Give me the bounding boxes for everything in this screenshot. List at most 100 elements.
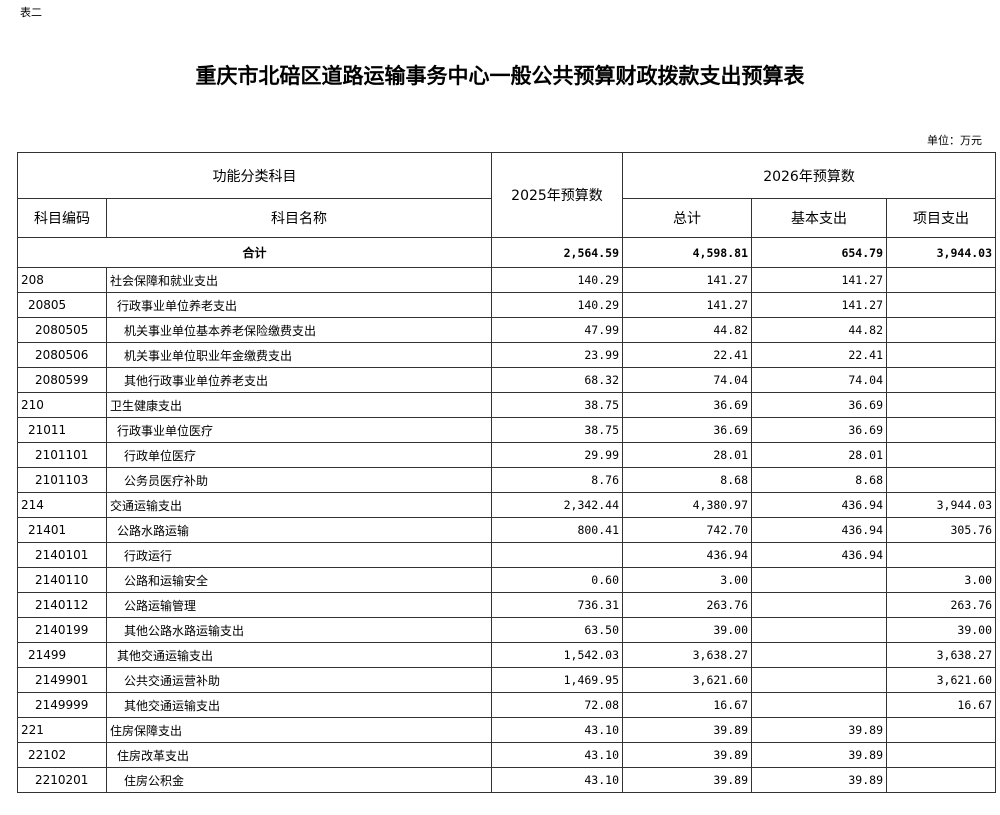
cell-project xyxy=(885,467,997,493)
cell-project: 263.76 xyxy=(885,592,997,618)
table-row: 2140199 其他公路水路运输支出 63.50 39.00 39.00 xyxy=(17,617,997,643)
cell-project xyxy=(885,742,997,768)
cell-name: 行政运行 xyxy=(106,542,492,568)
cell-total: 39.00 xyxy=(622,617,752,643)
table-row: 2080505 机关事业单位基本养老保险缴费支出 47.99 44.82 44.82 xyxy=(17,317,997,343)
cell-total: 28.01 xyxy=(622,442,752,468)
cell-2025: 140.29 xyxy=(491,292,623,318)
cell-code: 2149999 xyxy=(17,692,107,718)
header-func-category: 功能分类科目 xyxy=(17,152,492,199)
cell-2025: 29.99 xyxy=(491,442,623,468)
cell-basic: 436.94 xyxy=(751,542,887,568)
table-row: 2210201 住房公积金 43.10 39.89 39.89 xyxy=(17,767,997,793)
cell-name: 其他交通运输支出 xyxy=(106,642,492,668)
header-total: 总计 xyxy=(622,198,752,238)
cell-project: 305.76 xyxy=(885,517,997,543)
cell-name: 公路运输管理 xyxy=(106,592,492,618)
cell-2025: 2,342.44 xyxy=(491,492,623,518)
cell-name: 机关事业单位职业年金缴费支出 xyxy=(106,342,492,368)
total-row: 合计 2,564.59 4,598.81 654.79 3,944.03 xyxy=(17,237,997,268)
cell-name: 行政事业单位医疗 xyxy=(106,417,492,443)
budget-table: 功能分类科目 2025年预算数 2026年预算数 科目编码 科目名称 总计 基本… xyxy=(17,152,997,793)
document-label: 表二 xyxy=(20,6,42,19)
cell-total: 16.67 xyxy=(622,692,752,718)
table-row: 210 卫生健康支出 38.75 36.69 36.69 xyxy=(17,392,997,418)
cell-2025: 1,542.03 xyxy=(491,642,623,668)
cell-2025: 38.75 xyxy=(491,417,623,443)
table-row: 2080599 其他行政事业单位养老支出 68.32 74.04 74.04 xyxy=(17,367,997,393)
cell-project xyxy=(885,442,997,468)
cell-name: 住房改革支出 xyxy=(106,742,492,768)
cell-total: 436.94 xyxy=(622,542,752,568)
table-row: 2140101 行政运行 436.94 436.94 xyxy=(17,542,997,568)
cell-code: 2101103 xyxy=(17,467,107,493)
cell-name: 社会保障和就业支出 xyxy=(106,267,492,293)
cell-2025: 0.60 xyxy=(491,567,623,593)
cell-name: 其他公路水路运输支出 xyxy=(106,617,492,643)
cell-basic: 141.27 xyxy=(751,267,887,293)
cell-2025: 68.32 xyxy=(491,367,623,393)
cell-project xyxy=(885,392,997,418)
cell-2025: 8.76 xyxy=(491,467,623,493)
cell-total: 8.68 xyxy=(622,467,752,493)
total-label: 合计 xyxy=(17,237,492,268)
cell-basic xyxy=(751,692,887,718)
cell-code: 214 xyxy=(17,492,107,518)
page-title: 重庆市北碚区道路运输事务中心一般公共预算财政拨款支出预算表 xyxy=(195,64,805,88)
table-row: 2140110 公路和运输安全 0.60 3.00 3.00 xyxy=(17,567,997,593)
cell-basic: 28.01 xyxy=(751,442,887,468)
cell-code: 22102 xyxy=(17,742,107,768)
cell-project xyxy=(885,717,997,743)
cell-basic xyxy=(751,642,887,668)
total-total: 4,598.81 xyxy=(622,237,752,268)
table-row: 2101103 公务员医疗补助 8.76 8.68 8.68 xyxy=(17,467,997,493)
cell-basic xyxy=(751,667,887,693)
cell-2025: 140.29 xyxy=(491,267,623,293)
cell-project xyxy=(885,342,997,368)
cell-project: 39.00 xyxy=(885,617,997,643)
cell-total: 22.41 xyxy=(622,342,752,368)
unit-label: 单位：万元 xyxy=(927,134,982,147)
cell-2025: 1,469.95 xyxy=(491,667,623,693)
cell-basic: 74.04 xyxy=(751,367,887,393)
table-row: 208 社会保障和就业支出 140.29 141.27 141.27 xyxy=(17,267,997,293)
table-row: 21011 行政事业单位医疗 38.75 36.69 36.69 xyxy=(17,417,997,443)
cell-project xyxy=(885,317,997,343)
table-row: 21401 公路水路运输 800.41 742.70 436.94 305.76 xyxy=(17,517,997,543)
cell-code: 210 xyxy=(17,392,107,418)
cell-name: 交通运输支出 xyxy=(106,492,492,518)
cell-basic: 436.94 xyxy=(751,492,887,518)
cell-total: 263.76 xyxy=(622,592,752,618)
cell-project xyxy=(885,292,997,318)
cell-2025: 43.10 xyxy=(491,742,623,768)
table-row: 22102 住房改革支出 43.10 39.89 39.89 xyxy=(17,742,997,768)
cell-project: 3,621.60 xyxy=(885,667,997,693)
cell-total: 36.69 xyxy=(622,417,752,443)
cell-project xyxy=(885,542,997,568)
cell-name: 其他交通运输支出 xyxy=(106,692,492,718)
table-row: 20805 行政事业单位养老支出 140.29 141.27 141.27 xyxy=(17,292,997,318)
cell-basic: 36.69 xyxy=(751,417,887,443)
table-row: 2149999 其他交通运输支出 72.08 16.67 16.67 xyxy=(17,692,997,718)
cell-basic: 39.89 xyxy=(751,717,887,743)
cell-basic: 39.89 xyxy=(751,742,887,768)
table-row: 221 住房保障支出 43.10 39.89 39.89 xyxy=(17,717,997,743)
cell-total: 141.27 xyxy=(622,292,752,318)
cell-2025: 736.31 xyxy=(491,592,623,618)
cell-2025: 72.08 xyxy=(491,692,623,718)
cell-name: 卫生健康支出 xyxy=(106,392,492,418)
cell-basic xyxy=(751,617,887,643)
cell-total: 39.89 xyxy=(622,742,752,768)
cell-name: 行政事业单位养老支出 xyxy=(106,292,492,318)
cell-name: 其他行政事业单位养老支出 xyxy=(106,367,492,393)
table-row: 2101101 行政单位医疗 29.99 28.01 28.01 xyxy=(17,442,997,468)
cell-total: 3.00 xyxy=(622,567,752,593)
header-name: 科目名称 xyxy=(106,198,492,238)
cell-code: 2101101 xyxy=(17,442,107,468)
header-2026: 2026年预算数 xyxy=(621,152,997,199)
cell-total: 44.82 xyxy=(622,317,752,343)
cell-project: 3,638.27 xyxy=(885,642,997,668)
cell-code: 2210201 xyxy=(17,767,107,793)
cell-project xyxy=(885,367,997,393)
header-row-2: 科目编码 科目名称 总计 基本支出 项目支出 xyxy=(17,198,997,238)
